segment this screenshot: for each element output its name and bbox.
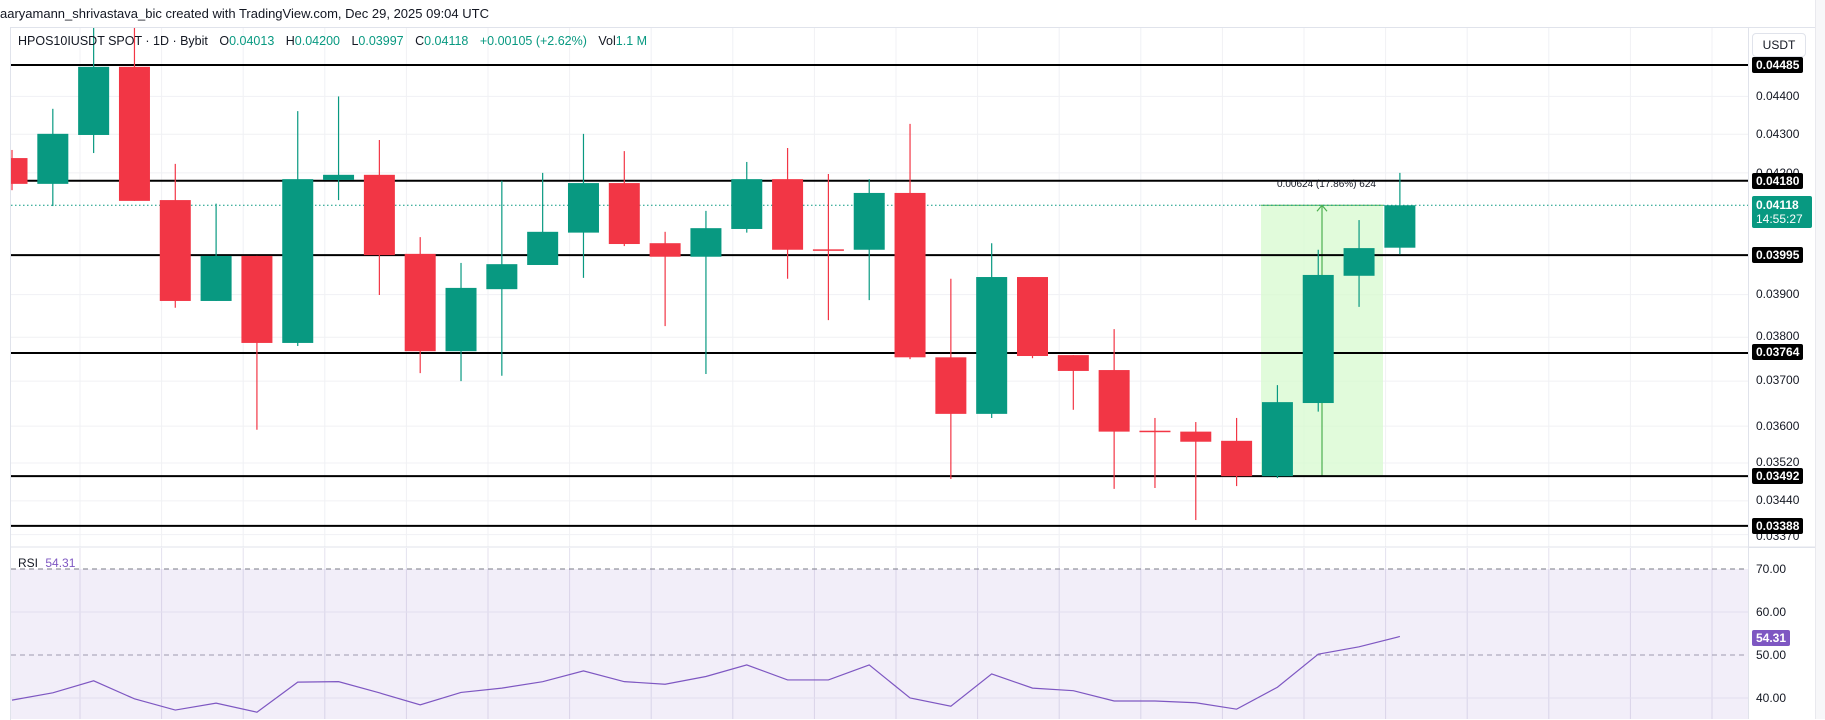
- symbol-title[interactable]: HPOS10IUSDT SPOT · 1D · Bybit: [18, 34, 208, 48]
- candle[interactable]: [282, 111, 314, 346]
- level-tag-0.03492: 0.03492: [1752, 468, 1804, 484]
- rsi-pane[interactable]: [11, 548, 1748, 719]
- chart-frame[interactable]: [10, 27, 1816, 720]
- symbol-legend: HPOS10IUSDT SPOT · 1D · Bybit O0.04013 H…: [18, 32, 647, 50]
- candle[interactable]: [37, 108, 69, 207]
- candle[interactable]: [772, 148, 804, 279]
- candle[interactable]: [1384, 172, 1416, 255]
- rsi-axis-tick: 50.00: [1756, 648, 1787, 662]
- candle[interactable]: [1302, 249, 1334, 412]
- candle[interactable]: [159, 163, 191, 308]
- current-price-value: 0.04118: [1756, 198, 1799, 212]
- candle[interactable]: [445, 262, 477, 382]
- candle[interactable]: [935, 278, 967, 480]
- axis-tick: 0.03800: [1756, 329, 1800, 343]
- candle[interactable]: [1180, 422, 1212, 521]
- high-label: H: [285, 34, 295, 48]
- pane-divider[interactable]: [1749, 547, 1816, 548]
- low-value: 0.03997: [358, 34, 404, 48]
- candle[interactable]: [0, 149, 28, 191]
- level-tag-0.03995: 0.03995: [1752, 247, 1804, 263]
- candle[interactable]: [1261, 385, 1293, 479]
- candle[interactable]: [241, 255, 273, 430]
- chart-credit: aaryamann_shrivastava_bic created with T…: [0, 6, 489, 21]
- candle[interactable]: [527, 172, 559, 265]
- open-label: O: [219, 34, 230, 48]
- current-price-tag: 0.04118 14:55:27: [1752, 196, 1812, 228]
- price-axis[interactable]: [1748, 27, 1816, 719]
- rsi-axis-tick: 40.00: [1756, 691, 1787, 705]
- close-value: 0.04118: [424, 34, 469, 48]
- level-tag-0.03388: 0.03388: [1752, 518, 1804, 534]
- candle[interactable]: [731, 161, 763, 233]
- price-range-measure-label: 0.00624 (17.86%) 624: [1277, 179, 1376, 190]
- candle[interactable]: [649, 231, 681, 327]
- candle[interactable]: [200, 203, 232, 301]
- rsi-band: [11, 569, 1748, 719]
- high-value: 0.04200: [294, 34, 340, 48]
- volume-value: 1.1 M: [615, 34, 648, 48]
- rsi-axis-tick: 70.00: [1756, 562, 1787, 576]
- axis-tick: 0.03900: [1756, 287, 1800, 301]
- axis-tick: 0.03440: [1756, 493, 1800, 507]
- axis-tick: 0.03520: [1756, 455, 1800, 469]
- rsi-value-tag: 54.31: [1752, 630, 1791, 646]
- rsi-value: 54.31: [45, 556, 76, 570]
- rsi-legend: RSI 54.31: [18, 556, 75, 570]
- candle[interactable]: [608, 151, 640, 247]
- candle[interactable]: [567, 133, 599, 278]
- candle[interactable]: [118, 27, 150, 201]
- change-value: +0.00105 (+2.62%): [479, 34, 587, 48]
- axis-tick: 0.04300: [1756, 127, 1800, 141]
- candle[interactable]: [853, 179, 885, 301]
- rsi-axis-tick: 60.00: [1756, 605, 1787, 619]
- candle[interactable]: [404, 237, 436, 374]
- axis-tick: 0.03700: [1756, 373, 1800, 387]
- candle[interactable]: [486, 180, 518, 376]
- rsi-name[interactable]: RSI: [18, 556, 39, 570]
- low-label: L: [351, 34, 359, 48]
- candle[interactable]: [1139, 417, 1171, 488]
- candle[interactable]: [1098, 329, 1130, 489]
- candle[interactable]: [812, 174, 844, 321]
- candle[interactable]: [976, 243, 1008, 418]
- level-tag-0.04180: 0.04180: [1752, 173, 1804, 189]
- candle[interactable]: [690, 210, 722, 375]
- candle[interactable]: [78, 27, 110, 154]
- candle[interactable]: [1057, 355, 1089, 410]
- candle[interactable]: [363, 139, 395, 296]
- axis-tick: 0.03600: [1756, 419, 1800, 433]
- right-toolbar-edge: [1815, 0, 1825, 719]
- axis-tick: 0.04400: [1756, 89, 1800, 103]
- currency-button[interactable]: USDT: [1752, 33, 1806, 57]
- open-value: 0.04013: [229, 34, 275, 48]
- level-tag-0.03764: 0.03764: [1752, 344, 1804, 360]
- candle[interactable]: [323, 96, 355, 201]
- price-pane[interactable]: [0, 27, 1748, 547]
- close-label: C: [415, 34, 425, 48]
- candle[interactable]: [894, 123, 926, 360]
- level-tag-0.04485: 0.04485: [1752, 57, 1804, 73]
- candle[interactable]: [1221, 417, 1253, 487]
- candle[interactable]: [1017, 277, 1048, 359]
- candle[interactable]: [1343, 220, 1375, 307]
- bar-countdown: 14:55:27: [1756, 212, 1803, 226]
- volume-label: Vol: [598, 34, 616, 48]
- rsi-line: [11, 635, 1401, 713]
